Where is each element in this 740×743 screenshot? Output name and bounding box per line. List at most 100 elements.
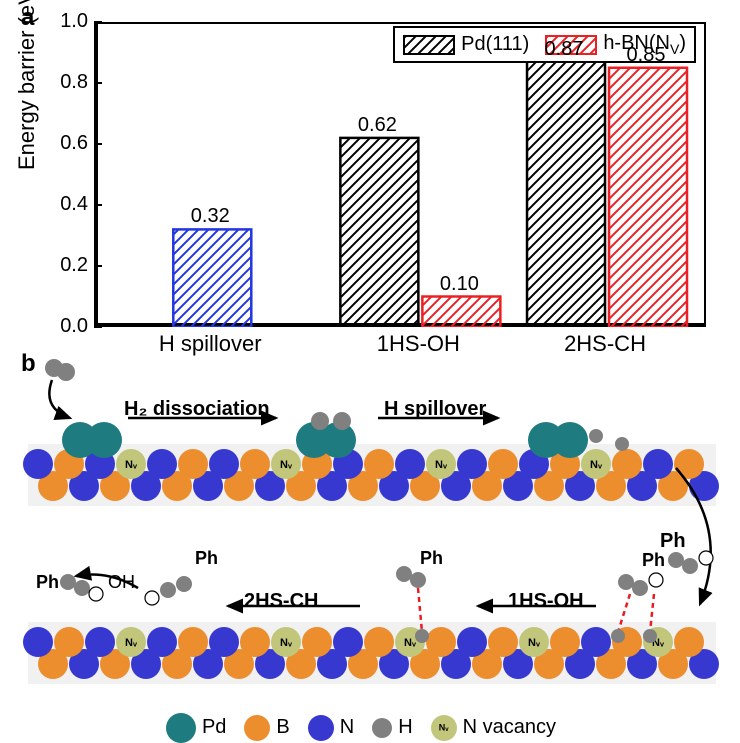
label-ph-1: Ph: [642, 550, 665, 571]
atom-circle: [550, 627, 580, 657]
atom-text: Nᵥ: [125, 637, 138, 649]
atom-text: Nᵥ: [125, 459, 138, 471]
atom-text: Nᵥ: [280, 637, 293, 649]
bars-svg: [96, 22, 708, 327]
bar-value: 0.32: [171, 205, 249, 228]
atom-circle: [457, 449, 487, 479]
legend-atom-B: B: [244, 716, 307, 738]
atom-circle: [674, 627, 704, 657]
atom-circle: [364, 449, 394, 479]
label-h-spillover: H spillover: [384, 398, 486, 421]
ytick-label: 0.0: [60, 315, 88, 338]
label-h2-dissociation: H₂ dissociation: [124, 398, 270, 421]
atom-circle: [240, 627, 270, 657]
atom-circle: [302, 627, 332, 657]
atom-circle: [415, 629, 429, 643]
atom-circle: [240, 449, 270, 479]
label-ph-3: Ph: [195, 548, 218, 569]
ytick-label: 0.6: [60, 132, 88, 155]
atom-circle: [176, 576, 192, 592]
bar: [527, 62, 605, 327]
atom-circle: [457, 627, 487, 657]
atom-circle: [178, 627, 208, 657]
atom-circle: [160, 582, 176, 598]
atom-circle: [395, 449, 425, 479]
atom-circle: [589, 429, 603, 443]
red-dash: [418, 588, 422, 632]
atom-circle: [85, 627, 115, 657]
atom-circle: [74, 580, 90, 596]
label-1hs-oh: 1HS-OH: [508, 590, 584, 613]
atom-circle: [632, 580, 648, 596]
atom-circle: [60, 574, 76, 590]
bar-value: 0.87: [525, 38, 603, 61]
atom-circle: [178, 449, 208, 479]
label-ph-2: Ph: [420, 548, 443, 569]
atom-circle: [333, 412, 351, 430]
atom-circle: [643, 449, 673, 479]
bar-value: 0.62: [338, 114, 416, 137]
ytick-label: 0.4: [60, 193, 88, 216]
atom-circle: [145, 591, 159, 605]
bar: [173, 229, 251, 327]
atom-circle: [649, 573, 663, 587]
atom-circle: [488, 627, 518, 657]
label-ph-4: Ph: [36, 572, 59, 593]
chart-ylabel: Energy barrier (eV): [14, 0, 40, 170]
red-dash: [650, 594, 654, 632]
atom-circle: [426, 627, 456, 657]
atom-circle: [643, 629, 657, 643]
atom-circle: [54, 627, 84, 657]
legend-atom-Pd: Pd: [166, 716, 244, 738]
legend-atom-H: H: [372, 716, 430, 738]
atom-circle: [682, 558, 698, 574]
atom-text: Nᵥ: [528, 637, 541, 649]
atom-circle: [147, 449, 177, 479]
chart-plot-area: Pd(111) h-BN(NV): [94, 22, 706, 327]
atom-circle: [488, 449, 518, 479]
label-oh: OH: [108, 572, 135, 593]
atom-circle: [23, 627, 53, 657]
figure-root: a Energy barrier (eV) 0.00.20.40.60.81.0: [0, 0, 740, 743]
bar: [422, 297, 500, 328]
legend-atom-Nv: NᵥN vacancy: [431, 716, 574, 738]
atom-circle: [23, 449, 53, 479]
bar: [340, 138, 418, 327]
atom-circle: [89, 587, 103, 601]
atom-circle: [333, 627, 363, 657]
panel-b: b NᵥNᵥNᵥNᵥNᵥNᵥNᵥNᵥNᵥ H₂ dissociation H s…: [0, 350, 740, 743]
ytick-label: 0.8: [60, 71, 88, 94]
atom-circle: [147, 627, 177, 657]
schematic-svg: NᵥNᵥNᵥNᵥNᵥNᵥNᵥNᵥNᵥ: [0, 350, 740, 743]
bar-value: 0.10: [420, 273, 498, 296]
atom-circle: [668, 552, 684, 568]
atom-circle: [209, 449, 239, 479]
atom-circle: [57, 363, 75, 381]
atom-text: Nᵥ: [404, 637, 417, 649]
atom-circle: [674, 449, 704, 479]
bar-value: 0.85: [607, 44, 685, 67]
legend-label-pd: Pd(111): [461, 33, 529, 56]
atom-text: Nᵥ: [590, 459, 603, 471]
atom-circle: [581, 627, 611, 657]
arrow: [49, 380, 70, 418]
panel-a: a Energy barrier (eV) 0.00.20.40.60.81.0: [0, 0, 740, 345]
atom-legend: PdBNHNᵥN vacancy: [0, 713, 740, 743]
label-2hs-ch: 2HS-CH: [244, 590, 318, 613]
red-dash: [618, 594, 630, 632]
atom-circle: [618, 574, 634, 590]
legend-atom-N: N: [308, 716, 372, 738]
atom-circle: [615, 437, 629, 451]
ytick-label: 1.0: [60, 10, 88, 33]
atom-circle: [311, 412, 329, 430]
atom-circle: [612, 449, 642, 479]
ytick-label: 0.2: [60, 254, 88, 277]
bar: [609, 68, 687, 327]
atom-circle: [396, 566, 412, 582]
legend-swatch-pd: [403, 35, 455, 55]
atom-text: Nᵥ: [435, 459, 448, 471]
atom-circle: [699, 551, 713, 565]
legend-item-pd: Pd(111): [403, 33, 529, 56]
atom-circle: [552, 422, 588, 458]
atom-circle: [364, 627, 394, 657]
